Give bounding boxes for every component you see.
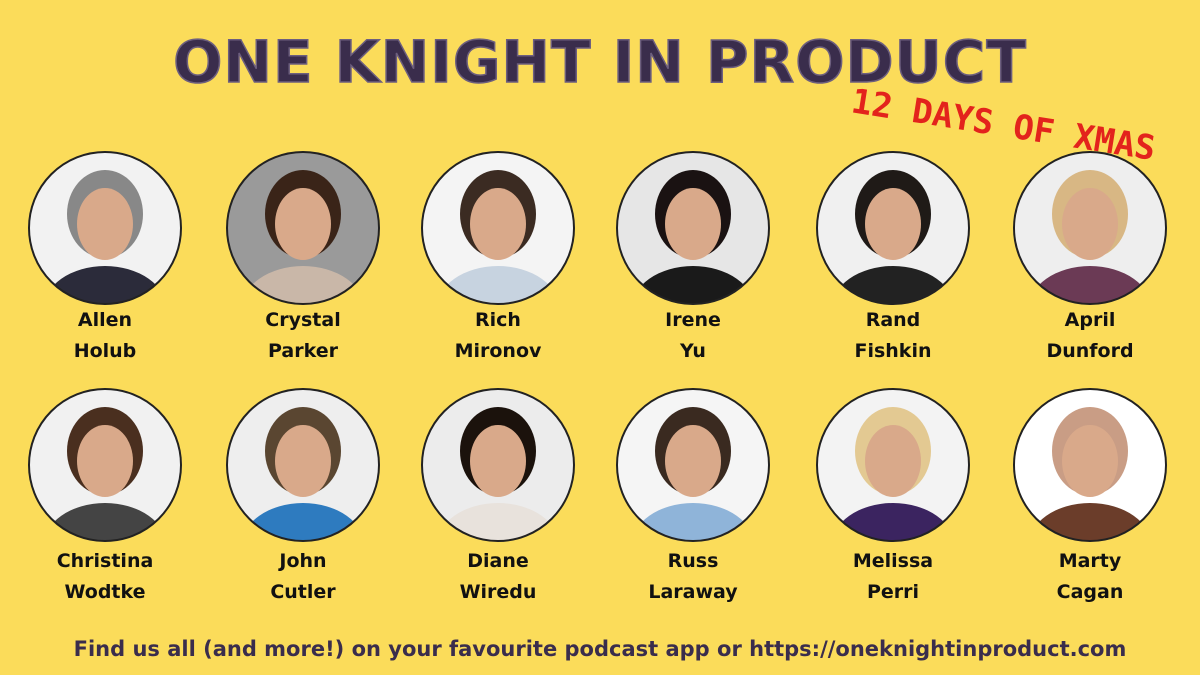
guest-photo: [1014, 152, 1166, 304]
guest-first-name: Melissa: [853, 550, 933, 572]
photo-face: [77, 425, 133, 497]
guest-last-name: Wiredu: [460, 581, 537, 603]
guest-first-name: Allen: [78, 309, 132, 331]
photo-body: [43, 266, 167, 304]
guest-card: Crystal Parker: [226, 151, 380, 362]
guest-first-name: Crystal: [265, 309, 340, 331]
guest-first-name: Christina: [57, 550, 154, 572]
photo-face: [470, 425, 526, 497]
photo-body: [831, 266, 955, 304]
guest-card: Allen Holub: [28, 151, 182, 362]
photo-frame: [816, 388, 970, 542]
photo-frame: [816, 151, 970, 305]
guest-first-name: Rich: [475, 309, 521, 331]
photo-frame: [226, 151, 380, 305]
photo-frame: [421, 151, 575, 305]
guest-card: Christina Wodtke: [28, 388, 182, 603]
guest-card: Melissa Perri: [816, 388, 970, 603]
footer: Find us all (and more!) on your favourit…: [74, 637, 1127, 661]
photo-body: [631, 503, 755, 541]
guest-photo: [817, 389, 969, 541]
photo-frame: [616, 151, 770, 305]
photo-body: [631, 266, 755, 304]
photo-face: [470, 188, 526, 260]
photo-frame: [1013, 151, 1167, 305]
guest-last-name: Cutler: [270, 581, 336, 603]
guest-photo: [227, 152, 379, 304]
guest-first-name: John: [277, 550, 326, 572]
photo-body: [241, 266, 365, 304]
guest-last-name: Wodtke: [64, 581, 145, 603]
photo-frame: [1013, 388, 1167, 542]
photo-frame: [421, 388, 575, 542]
photo-face: [275, 425, 331, 497]
photo-body: [436, 503, 560, 541]
photo-frame: [28, 388, 182, 542]
photo-frame: [28, 151, 182, 305]
guest-first-name: Marty: [1059, 550, 1122, 572]
photo-face: [77, 188, 133, 260]
photo-face: [1062, 425, 1118, 497]
photo-face: [275, 188, 331, 260]
photo-face: [1062, 188, 1118, 260]
guest-photo: [422, 152, 574, 304]
guest-first-name: Irene: [665, 309, 721, 331]
guest-card: Rich Mironov: [421, 151, 575, 362]
guest-last-name: Holub: [74, 340, 137, 362]
guest-last-name: Parker: [268, 340, 339, 362]
title: ONE KNIGHT IN PRODUCT: [173, 28, 1027, 96]
guest-last-name: Perri: [867, 581, 919, 603]
guest-card: Irene Yu: [616, 151, 770, 362]
guest-card: Russ Laraway: [616, 388, 770, 603]
guest-card: John Cutler: [226, 388, 380, 603]
guest-card: Diane Wiredu: [421, 388, 575, 603]
guest-photo: [29, 152, 181, 304]
guest-photo: [817, 152, 969, 304]
photo-body: [1028, 266, 1152, 304]
guest-photo: [422, 389, 574, 541]
photo-face: [665, 425, 721, 497]
photo-body: [436, 266, 560, 304]
photo-face: [665, 188, 721, 260]
photo-body: [43, 503, 167, 541]
guest-card: Marty Cagan: [1013, 388, 1167, 603]
guest-photo: [1014, 389, 1166, 541]
guest-photo: [617, 389, 769, 541]
guest-first-name: Russ: [668, 550, 719, 572]
guest-photo: [617, 152, 769, 304]
guest-first-name: April: [1065, 309, 1116, 331]
photo-body: [831, 503, 955, 541]
guest-last-name: Fishkin: [854, 340, 931, 362]
guest-last-name: Laraway: [648, 581, 738, 603]
photo-face: [865, 188, 921, 260]
guest-card: April Dunford: [1013, 151, 1167, 362]
photo-frame: [226, 388, 380, 542]
guest-photo: [227, 389, 379, 541]
guest-first-name: Diane: [467, 550, 529, 572]
guest-last-name: Cagan: [1057, 581, 1124, 603]
photo-face: [865, 425, 921, 497]
guest-last-name: Mironov: [455, 340, 542, 362]
guest-photo: [29, 389, 181, 541]
guest-first-name: Rand: [866, 309, 921, 331]
photo-body: [1028, 503, 1152, 541]
guest-last-name: Dunford: [1046, 340, 1133, 362]
guest-card: Rand Fishkin: [816, 151, 970, 362]
photo-frame: [616, 388, 770, 542]
guest-last-name: Yu: [679, 340, 706, 362]
photo-body: [241, 503, 365, 541]
